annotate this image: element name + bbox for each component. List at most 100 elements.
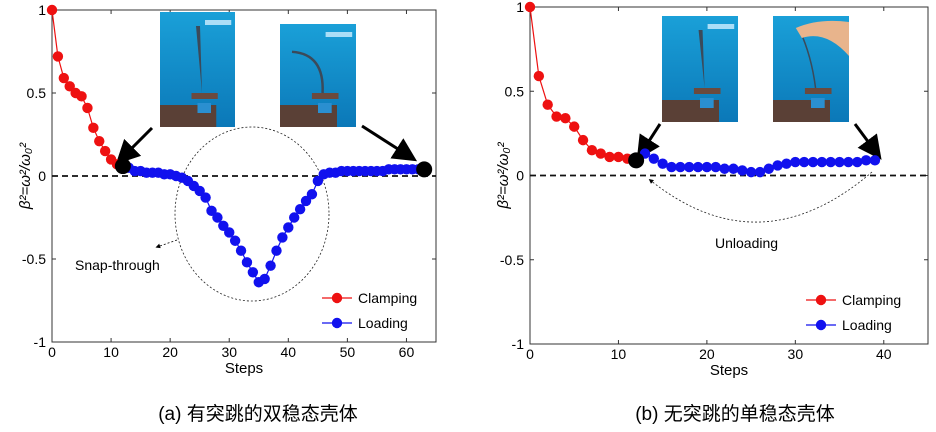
data-point	[58, 72, 70, 84]
x-axis-label: Steps	[225, 360, 263, 377]
data-point	[533, 70, 545, 82]
legend-marker	[815, 294, 827, 306]
snap-through-ellipse	[174, 126, 330, 302]
vise-jaw	[693, 88, 721, 94]
inset-photo	[280, 24, 356, 127]
legend-marker	[331, 317, 343, 329]
y-tick-label: 0	[516, 168, 524, 184]
data-point	[737, 165, 748, 176]
data-point	[675, 161, 686, 173]
y-tick-label: 1	[38, 2, 46, 18]
data-point	[259, 273, 270, 285]
data-point	[569, 121, 580, 132]
data-point	[728, 163, 739, 174]
data-point	[229, 235, 241, 246]
x-tick-label: 20	[699, 346, 715, 362]
x-tick-label: 20	[162, 344, 178, 360]
data-point	[754, 166, 766, 178]
data-point	[613, 151, 624, 163]
data-point	[76, 91, 87, 102]
data-point	[719, 163, 730, 174]
arrow	[115, 126, 154, 165]
legend-marker	[331, 292, 343, 304]
data-point	[277, 232, 288, 243]
series-loading	[630, 148, 881, 178]
series-clamping	[46, 4, 129, 172]
data-point	[200, 192, 211, 203]
data-point	[648, 153, 660, 164]
arrow	[361, 124, 418, 162]
x-tick-label: 50	[340, 344, 356, 360]
data-point	[790, 156, 801, 168]
series-loading	[117, 160, 430, 288]
data-point	[312, 175, 324, 187]
legend-marker	[815, 319, 827, 331]
data-point	[306, 189, 318, 200]
data-point	[542, 99, 553, 110]
hand	[795, 20, 849, 56]
data-point	[194, 185, 205, 197]
x-axis-label: Steps	[710, 362, 748, 379]
data-point	[816, 156, 828, 168]
legend-label: Loading	[358, 315, 408, 331]
data-point	[289, 212, 300, 223]
data-point	[869, 155, 881, 166]
inset-photo	[773, 16, 849, 122]
data-point	[551, 111, 562, 122]
unloading-arc	[648, 171, 873, 223]
series-line	[51, 9, 124, 167]
data-point	[781, 158, 792, 169]
highlight-point	[114, 158, 131, 175]
data-point	[524, 1, 536, 13]
data-point	[825, 156, 836, 168]
data-point	[860, 155, 872, 166]
data-point	[64, 81, 75, 92]
legend-label: Clamping	[842, 292, 901, 308]
data-point	[294, 204, 306, 215]
highlight-point	[416, 161, 433, 178]
y-tick-label: 0	[38, 168, 46, 184]
data-point	[657, 158, 668, 169]
vise-handle	[811, 98, 825, 108]
data-point	[224, 227, 235, 238]
chart-a: 0 10 20 30 40 50 60 -1 -0.5 0 0.5 1 Steps β²=ω²/ω₀² Sn…	[17, 2, 437, 425]
data-point	[684, 161, 695, 173]
straight-shell	[698, 30, 705, 88]
y-tick-label: -0.5	[22, 251, 46, 267]
x-tick-label: 10	[611, 346, 627, 362]
data-point	[218, 220, 229, 231]
data-point	[52, 51, 64, 62]
data-point	[772, 160, 783, 171]
x-tick-label: 0	[526, 346, 534, 362]
y-axis-label: β²=ω²/ω₀²	[17, 142, 34, 210]
data-point	[701, 161, 713, 173]
vise-jaw	[191, 93, 218, 99]
data-point	[577, 134, 589, 146]
data-point	[666, 161, 677, 173]
x-tick-label: 0	[48, 344, 56, 360]
data-point	[798, 156, 810, 168]
highlight-point	[628, 152, 645, 169]
y-tick-label: 0.5	[27, 85, 47, 101]
data-point	[247, 267, 259, 278]
inset-photo	[662, 16, 738, 122]
data-point	[265, 260, 276, 271]
data-point	[852, 156, 863, 168]
annotation-label: Snap-through	[75, 257, 160, 273]
y-tick-label: 0.5	[505, 83, 525, 99]
data-point	[300, 195, 312, 207]
light-reflection	[325, 32, 353, 37]
x-tick-label: 60	[399, 344, 415, 360]
data-point	[99, 145, 111, 157]
figure-caption: (b) 无突跳的单稳态壳体	[635, 403, 835, 425]
vise-handle	[318, 103, 332, 113]
x-tick-label: 30	[221, 344, 237, 360]
data-point	[212, 212, 223, 223]
data-point	[94, 135, 105, 147]
y-tick-label: -1	[512, 336, 525, 352]
data-point	[745, 166, 757, 178]
data-point	[560, 113, 571, 124]
series-clamping	[524, 1, 642, 166]
y-tick-label: -1	[34, 334, 47, 350]
